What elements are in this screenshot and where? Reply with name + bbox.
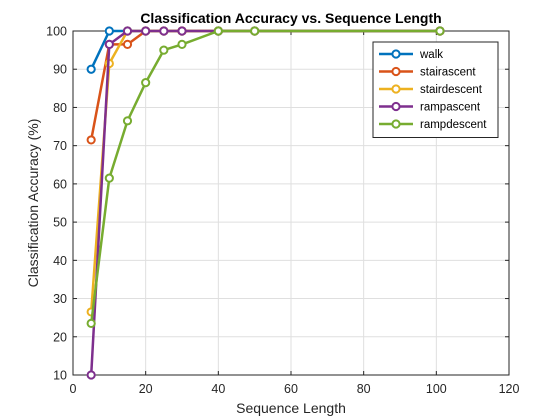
y-tick-label: 10 (53, 369, 67, 383)
data-point-rampascent (86, 370, 96, 380)
x-tick-label: 100 (426, 382, 447, 396)
y-axis-label: Classification Accuracy (%) (25, 119, 41, 288)
data-point-rampdescent (86, 318, 96, 328)
y-tick-label: 20 (53, 330, 67, 344)
data-point-rampascent (141, 26, 151, 36)
x-tick-label: 0 (70, 382, 77, 396)
legend-marker-stairascent (391, 66, 401, 77)
legend-label-rampdescent: rampdescent (420, 119, 487, 131)
legend: walk stairascent stairdescent rampascent ram… (372, 41, 499, 138)
x-tick-label: 40 (211, 382, 225, 396)
data-point-rampascent (104, 39, 114, 49)
legend-marker-rampascent (391, 101, 401, 112)
data-point-rampdescent (250, 26, 260, 36)
x-tick-label: 80 (357, 382, 371, 396)
data-point-rampascent (159, 26, 169, 36)
legend-label-rampascent: rampascent (420, 102, 481, 114)
y-tick-label: 30 (53, 292, 67, 306)
data-point-rampdescent (159, 45, 169, 55)
legend-marker-stairdescent (391, 84, 401, 94)
x-tick-label: 120 (499, 382, 520, 396)
data-point-walk (104, 26, 114, 36)
data-point-rampascent (122, 26, 133, 36)
legend-marker-walk (391, 49, 401, 59)
data-point-stairascent (86, 135, 96, 145)
y-tick-label: 60 (53, 177, 67, 191)
legend-label-walk: walk (419, 49, 443, 61)
legend-label-stairascent: stairascent (420, 67, 476, 79)
axis-ticks: 0 20 40 60 80 100 120 10 20 30 40 50 60 70 80 90 100 (46, 25, 519, 397)
y-tick-label: 70 (53, 139, 67, 153)
x-axis-label: Sequence Length (236, 400, 346, 416)
data-point-stairascent (122, 39, 133, 49)
y-tick-label: 80 (53, 101, 67, 115)
data-point-rampdescent (104, 173, 114, 183)
data-point-rampdescent (122, 116, 133, 126)
y-tick-label: 40 (53, 254, 67, 268)
legend-marker-rampdescent (391, 119, 401, 129)
series-rampdescent (86, 26, 445, 328)
y-tick-label: 100 (46, 25, 67, 39)
data-point-rampdescent (213, 26, 223, 36)
legend-item-stairascent: stairascent (379, 67, 476, 79)
legend-item-walk: walk (379, 49, 443, 61)
legend-item-rampdescent: rampdescent (379, 119, 487, 131)
x-tick-label: 20 (139, 382, 153, 396)
data-point-walk (86, 64, 96, 74)
data-point-rampdescent (435, 26, 445, 36)
x-tick-label: 60 (284, 382, 298, 396)
chart-title: Classification Accuracy vs. Sequence Len… (140, 10, 441, 26)
series-layer (86, 26, 445, 380)
data-point-rampascent (177, 26, 187, 36)
legend-item-rampascent: rampascent (379, 102, 481, 114)
legend-label-stairdescent: stairdescent (420, 84, 483, 96)
y-tick-label: 90 (53, 63, 67, 77)
legend-item-stairdescent: stairdescent (379, 84, 483, 96)
data-point-rampdescent (141, 78, 151, 88)
y-tick-label: 50 (53, 216, 67, 230)
data-point-rampdescent (177, 39, 187, 49)
